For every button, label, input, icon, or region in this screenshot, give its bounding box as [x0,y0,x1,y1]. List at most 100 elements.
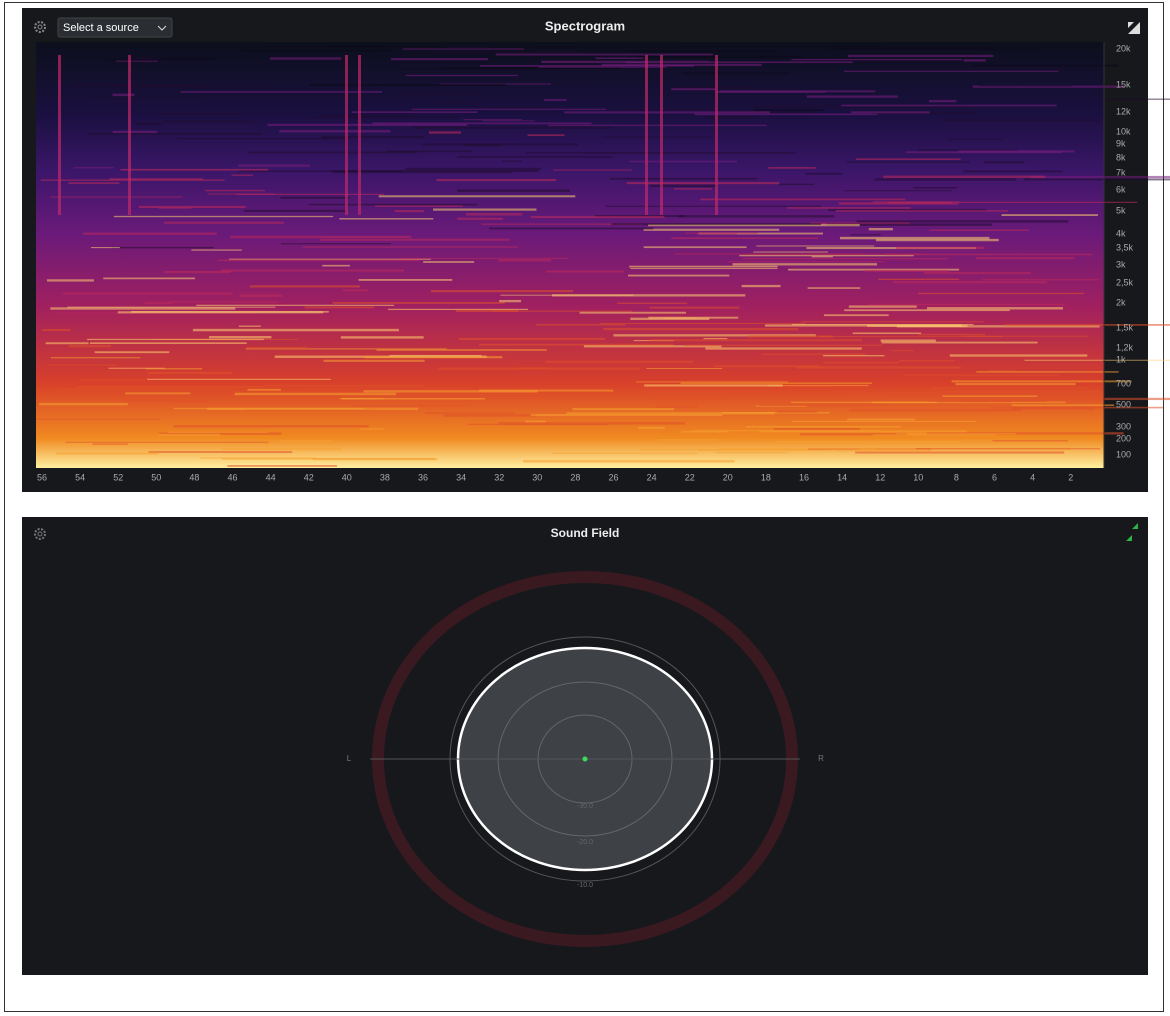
dropdown-arrow [157,25,167,31]
texture-streak [457,156,613,158]
texture-streak [918,149,1018,151]
texture-streak [703,337,728,340]
texture-streak [248,151,417,154]
texture-streak [847,418,916,421]
texture-streak [872,434,996,436]
frequency-label: 2k [1116,297,1126,307]
texture-streak [47,279,94,282]
frequency-label: 300 [1116,421,1131,431]
texture-burst [358,55,361,215]
source-select[interactable] [57,17,173,38]
time-label: 56 [37,472,47,482]
texture-streak [199,457,316,459]
texture-streak [829,47,992,50]
texture-streak [756,245,875,247]
expand-icon[interactable] [1128,22,1140,34]
texture-streak [493,310,632,312]
texture-streak [481,223,643,225]
texture-streak [68,182,120,185]
settings-icon[interactable] [34,528,46,540]
time-label: 10 [913,472,923,482]
texture-streak [601,63,762,66]
texture-streak [138,205,246,209]
texture-streak [218,259,420,262]
texture-streak [113,215,334,218]
time-label: 44 [266,472,276,482]
texture-streak [694,113,878,116]
texture-streak [868,228,893,231]
texture-streak [552,294,746,297]
collapse-icon[interactable] [1126,523,1138,541]
texture-streak [807,287,861,289]
texture-streak [109,178,204,180]
texture-streak [489,227,654,230]
texture-streak [281,243,391,245]
settings-icon[interactable] [34,21,46,33]
texture-streak [583,345,722,348]
texture-streak [600,322,806,324]
texture-streak [302,246,518,248]
texture-streak [626,61,647,64]
texture-streak [923,272,1031,275]
texture-streak [163,120,254,123]
texture-streak [643,228,780,231]
texture-streak [518,367,549,369]
texture-streak [1024,359,1170,361]
texture-streak [792,323,974,326]
frequency-label: 1,2k [1116,342,1134,352]
texture-streak [864,269,950,272]
texture-streak [916,448,1101,450]
texture-streak [73,167,115,169]
texture-streak [693,430,880,432]
time-label: 24 [647,472,657,482]
texture-streak [682,72,789,75]
texture-streak [147,371,233,375]
texture-streak [227,464,338,467]
texture-streak [683,344,883,346]
texture-streak [671,237,819,240]
texture-streak [595,57,644,59]
frequency-label: 7k [1116,167,1126,177]
texture-streak [948,138,1003,140]
texture-streak [856,220,1069,223]
frequency-label: 700 [1116,378,1131,388]
time-label: 48 [189,472,199,482]
texture-streak [58,388,236,391]
texture-streak [394,210,425,213]
texture-streak [163,270,231,274]
texture-streak [320,238,510,241]
texture-streak [949,354,1088,357]
texture-streak [50,196,183,198]
texture-streak [228,258,431,260]
texture-streak [566,412,775,415]
texture-streak [650,184,717,188]
texture-streak [673,188,712,190]
texture-streak [847,54,994,58]
texture-streak [541,60,710,64]
texture-streak [480,65,695,67]
frequency-label: 500 [1116,399,1131,409]
texture-streak [548,124,767,127]
texture-streak [992,440,1068,442]
texture-streak [220,447,342,451]
frequency-label: 3k [1116,259,1126,269]
texture-streak [878,278,959,281]
texture-streak [638,426,665,430]
texture-streak [896,325,1100,328]
texture-streak [587,151,796,154]
texture-streak [412,126,613,129]
frequency-label: 5k [1116,205,1126,215]
frequency-label: 10k [1116,126,1131,136]
texture-streak [616,109,731,111]
time-label: 12 [875,472,885,482]
texture-streak [205,189,266,192]
texture-streak [543,99,567,101]
texture-streak [715,451,789,454]
texture-streak [56,452,159,455]
texture-streak [534,46,577,49]
texture-streak [611,223,822,226]
texture-streak [758,430,967,433]
texture-streak [841,104,1057,107]
texture-streak [280,196,350,199]
texture-streak [755,405,807,407]
